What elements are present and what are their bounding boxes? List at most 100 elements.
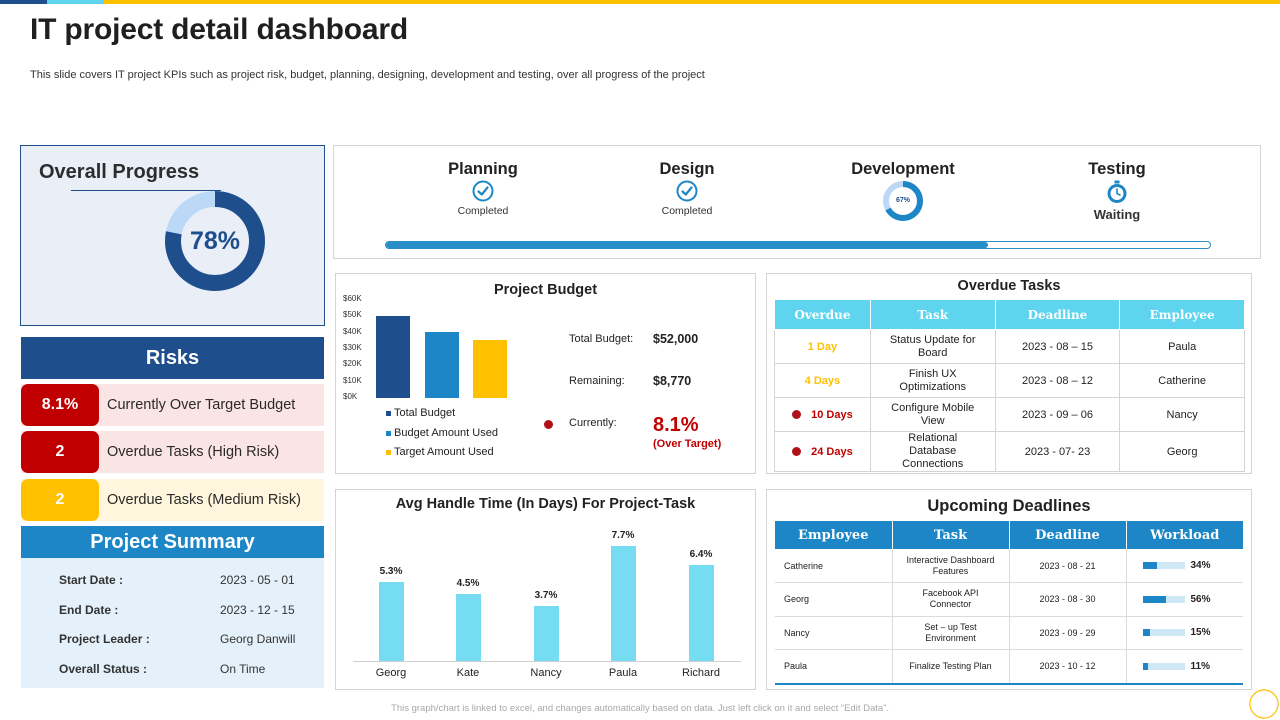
stopwatch-icon xyxy=(1107,180,1127,203)
legend-swatch xyxy=(386,410,391,416)
table-row: Paula Finalize Testing Plan 2023 - 10 - 12… xyxy=(775,649,1243,684)
task-cell: Finalize Testing Plan xyxy=(892,649,1010,684)
summary-label: Start Date : xyxy=(59,573,124,587)
overall-progress-title: Overall Progress xyxy=(39,161,200,183)
page-subtitle: This slide covers IT project KPIs such a… xyxy=(30,69,705,81)
task-cell: Configure Mobile View xyxy=(869,397,996,432)
workload-bar xyxy=(1142,629,1185,637)
page-title: IT project detail dashboard xyxy=(30,13,408,46)
risk-badge: 2 xyxy=(21,431,99,473)
phase-development: Development 67% xyxy=(813,158,993,222)
y-tick-label: $10K xyxy=(343,375,362,385)
legend-label: Budget Amount Used xyxy=(394,427,498,439)
legend-swatch xyxy=(386,430,391,436)
workload-fill xyxy=(1142,662,1149,670)
table-row: Georg Facebook API Connector 2023 - 08 - 3… xyxy=(775,582,1243,617)
y-tick-label: $30K xyxy=(343,343,362,352)
x-tick-label: Richard xyxy=(682,667,720,679)
project-progress-fill xyxy=(386,242,988,248)
employee-cell: Paula xyxy=(1119,329,1245,364)
project-summary-header: Project Summary xyxy=(21,526,324,558)
workload-label: 15% xyxy=(1190,627,1211,639)
project-progress-bar xyxy=(385,241,1211,249)
legend-label: Total Budget xyxy=(394,407,456,419)
workload-label: 56% xyxy=(1190,593,1211,605)
deadline-cell: 2023 - 10 - 12 xyxy=(1009,649,1127,684)
x-tick-label: Georg xyxy=(375,667,407,679)
workload-cell: 34% xyxy=(1126,549,1243,583)
check-circle-icon xyxy=(676,180,698,202)
overdue-dot xyxy=(792,447,802,457)
data-label: 4.5% xyxy=(456,577,480,589)
overdue-value: 1 Day xyxy=(807,340,838,353)
corner-circle-icon xyxy=(1249,689,1279,719)
upcoming-deadlines-body: Catherine Interactive Dashboard Features 2… xyxy=(775,549,1243,684)
summary-label: End Date : xyxy=(59,603,119,617)
table-row: 24 Days Relational Database Connections 20… xyxy=(774,431,1245,472)
x-axis-line xyxy=(353,661,741,662)
phase-testing: Testing Waiting xyxy=(1027,158,1207,222)
overdue-tasks-panel: Overdue Tasks Overdue Task Deadline Empl… xyxy=(766,273,1252,474)
development-progress-label: 67% xyxy=(895,197,910,204)
phase-planning: Planning Completed xyxy=(393,158,573,217)
overall-progress-card: Overall Progress 78% xyxy=(20,145,325,326)
budget-bar xyxy=(376,315,410,398)
workload-fill xyxy=(1142,629,1150,637)
column-header-task: Task xyxy=(892,521,1010,549)
legend-item-total-budget: Total Budget xyxy=(386,407,455,419)
workload-bar xyxy=(1142,662,1185,670)
workload-cell: 11% xyxy=(1126,649,1243,684)
column-header-workload: Workload xyxy=(1126,521,1243,549)
currently-value: 8.1% xyxy=(653,414,699,436)
risk-row: 8.1% Currently Over Target Budget xyxy=(21,384,324,426)
summary-label: Project Leader : xyxy=(59,632,150,646)
overall-progress-divider xyxy=(71,190,221,191)
risk-row: 2 Overdue Tasks (Medium Risk) xyxy=(21,479,324,521)
risks-header: Risks xyxy=(21,337,324,379)
workload-cell: 56% xyxy=(1126,582,1243,617)
avg-handle-time-title: Avg Handle Time (In Days) For Project-Ta… xyxy=(395,496,696,512)
column-header-deadline: Deadline xyxy=(1009,521,1127,549)
y-tick-label: $50K xyxy=(343,310,362,320)
column-header-deadline: Deadline xyxy=(994,299,1121,330)
data-label: 3.7% xyxy=(534,589,558,601)
table-row: Catherine Interactive Dashboard Features 2… xyxy=(775,549,1243,583)
summary-label: Overall Status : xyxy=(59,662,148,676)
phase-design: Design Completed xyxy=(597,158,777,217)
task-cell: Finish UX Optimizations xyxy=(869,363,996,398)
development-progress-arc xyxy=(883,181,923,221)
data-label: 6.4% xyxy=(689,549,713,560)
risk-text: Currently Over Target Budget xyxy=(107,397,296,413)
y-tick-label: $60K xyxy=(343,294,362,303)
employee-cell: Catherine xyxy=(775,549,893,583)
overdue-cell: 24 Days xyxy=(774,431,871,472)
budget-bar xyxy=(425,332,459,398)
top-accent-cyan xyxy=(47,0,104,4)
handle-time-bar xyxy=(688,565,714,661)
overdue-tasks-table: Overdue Task Deadline Employee 1 Day Stat… xyxy=(774,299,1245,472)
column-header-overdue: Overdue xyxy=(774,299,871,330)
workload-fill xyxy=(1142,595,1166,603)
y-tick-label: $20K xyxy=(343,359,362,369)
remaining-value: $8,770 xyxy=(653,374,692,388)
employee-cell: Nancy xyxy=(1119,397,1245,432)
employee-cell: Georg xyxy=(775,582,893,617)
workload-bar xyxy=(1142,595,1185,603)
upcoming-table-underline xyxy=(775,683,1243,685)
deadline-cell: 2023 - 08 - 21 xyxy=(1009,549,1127,583)
column-header-employee: Employee xyxy=(1119,299,1245,330)
deadline-cell: 2023 - 07- 23 xyxy=(994,431,1121,472)
column-header-task: Task xyxy=(869,299,996,330)
deadline-cell: 2023 - 08 - 30 xyxy=(1009,582,1127,617)
task-cell: Set – up Test Environment xyxy=(892,616,1010,650)
phase-name: Development xyxy=(851,160,955,178)
avg-handle-time-panel: Avg Handle Time (In Days) For Project-Ta… xyxy=(335,489,756,690)
table-header-row: Employee Task Deadline Workload xyxy=(775,521,1243,549)
deadline-cell: 2023 - 08 – 12 xyxy=(994,363,1121,398)
upcoming-deadlines-panel: Upcoming Deadlines Employee Task Deadlin… xyxy=(766,489,1252,690)
workload-fill xyxy=(1142,562,1158,570)
currently-note: (Over Target) xyxy=(653,438,722,450)
legend-label: Target Amount Used xyxy=(394,446,494,458)
employee-cell: Paula xyxy=(775,649,893,684)
workload-bar xyxy=(1142,562,1185,570)
